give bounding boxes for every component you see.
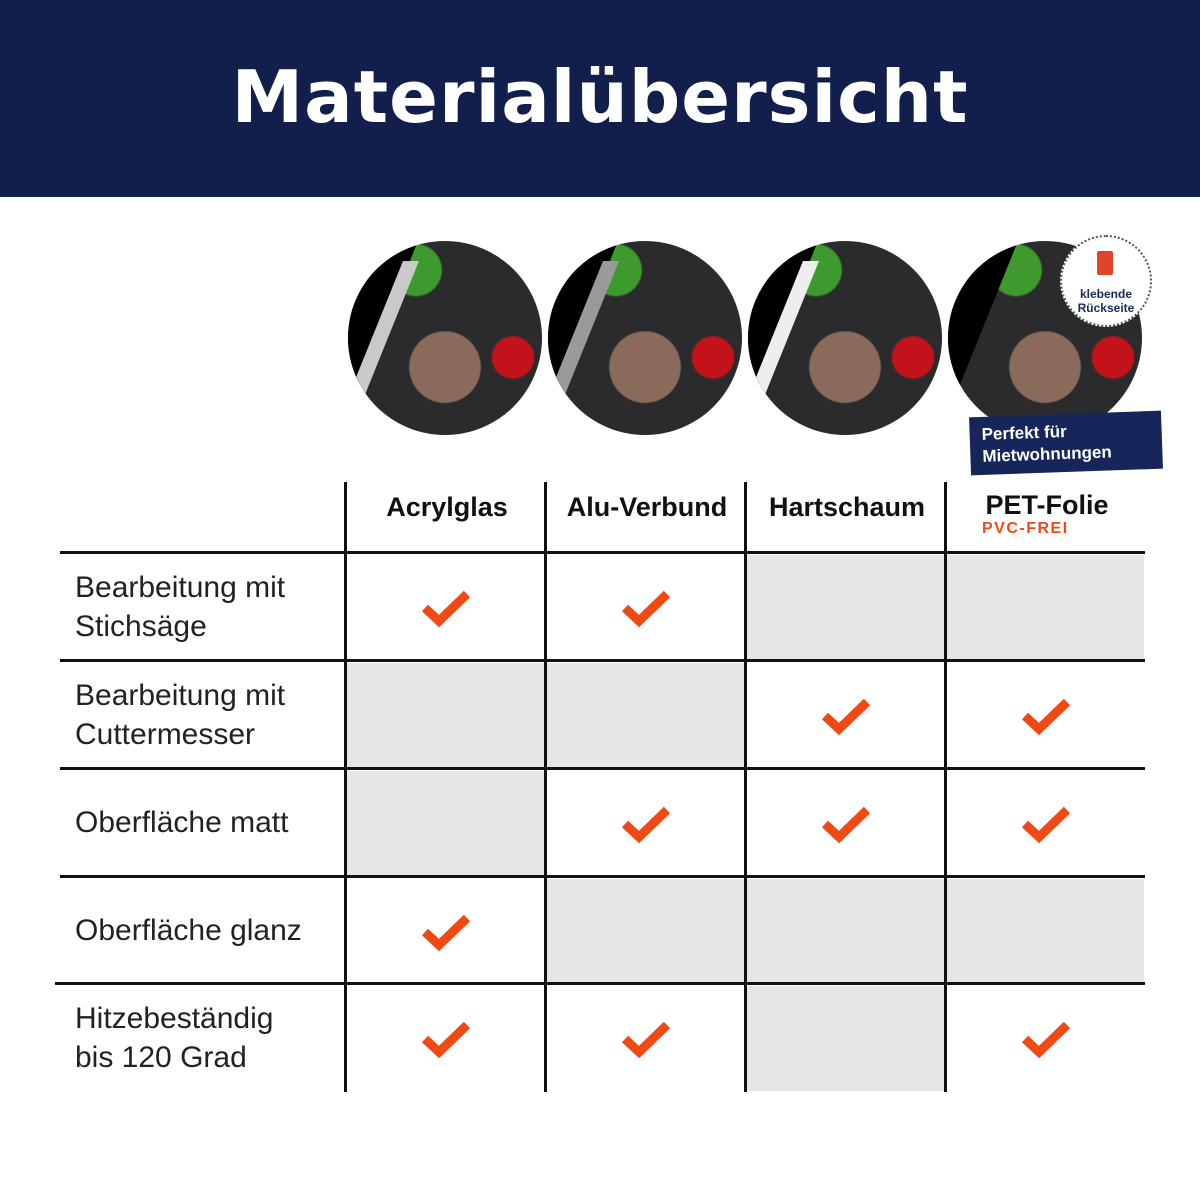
column-header: Acrylglas: [347, 482, 547, 523]
column-divider: [344, 482, 347, 1092]
check-cell: [747, 663, 944, 768]
column-label: Acrylglas: [386, 492, 508, 522]
check-icon: [621, 590, 670, 627]
check-cell: [347, 555, 544, 660]
banner-line2: Mietwohnungen: [982, 442, 1113, 466]
check-icon: [1021, 698, 1070, 735]
row-divider: [60, 659, 1145, 662]
check-icon: [421, 1021, 470, 1058]
column-header: PET-Folie PVC-FREI: [947, 482, 1147, 538]
row-label: Bearbeitung mit Stichsäge: [75, 554, 340, 659]
row-label-line1: Bearbeitung mit: [75, 678, 286, 712]
check-cell: [347, 986, 544, 1091]
empty-cell: [747, 986, 944, 1091]
badge-text-line1: klebende: [1079, 287, 1133, 301]
check-icon: [621, 806, 670, 843]
check-cell: [347, 879, 544, 984]
column-divider: [544, 482, 547, 1092]
check-cell: [547, 986, 744, 1091]
row-divider: [55, 982, 1145, 985]
column-label: Hartschaum: [768, 492, 926, 522]
column-sublabel: PVC-FREI: [982, 520, 1069, 537]
check-cell: [547, 555, 744, 660]
check-cell: [747, 771, 944, 876]
material-image-acrylglas: [348, 241, 542, 435]
empty-cell: [747, 555, 944, 660]
check-cell: [947, 986, 1144, 1091]
badge-text-line2: Rückseite: [1077, 301, 1135, 315]
check-icon: [821, 698, 870, 735]
check-icon: [421, 914, 470, 951]
adhesive-peel-icon: [1097, 251, 1113, 275]
row-label: Oberfläche glanz: [75, 878, 340, 983]
check-icon: [421, 590, 470, 627]
row-label-line1: Hitzebeständig: [75, 1001, 274, 1035]
empty-cell: [547, 663, 744, 768]
row-divider: [60, 551, 1145, 554]
row-divider: [60, 875, 1145, 878]
column-header: Alu-Verbund: [547, 482, 747, 523]
column-header: Hartschaum: [747, 482, 947, 523]
check-icon: [1021, 1021, 1070, 1058]
material-image-alu-verbund: [548, 241, 742, 435]
row-label-line2: bis 120 Grad: [75, 1040, 247, 1074]
column-label: Alu-Verbund: [566, 492, 728, 522]
row-label-line1: Oberfläche glanz: [75, 914, 302, 947]
check-cell: [947, 771, 1144, 876]
check-cell: [947, 663, 1144, 768]
empty-cell: [747, 879, 944, 984]
empty-cell: [347, 663, 544, 768]
row-label-line1: Oberfläche matt: [75, 806, 289, 839]
column-label: PET-Folie: [985, 490, 1109, 520]
check-icon: [1021, 806, 1070, 843]
rental-banner: Perfekt für Mietwohnungen: [969, 410, 1163, 476]
column-divider: [944, 482, 947, 1092]
empty-cell: [947, 555, 1144, 660]
column-divider: [744, 482, 747, 1092]
row-divider: [60, 767, 1145, 770]
check-icon: [621, 1021, 670, 1058]
page-title: Materialübersicht: [231, 54, 969, 139]
row-label: Bearbeitung mit Cuttermesser: [75, 662, 340, 767]
material-image-hartschaum: [748, 241, 942, 435]
header-bar: Materialübersicht: [0, 0, 1200, 197]
row-label-line2: Stichsäge: [75, 609, 207, 643]
row-label: Hitzebeständig bis 120 Grad: [75, 985, 340, 1090]
row-label-line1: Bearbeitung mit: [75, 570, 286, 604]
adhesive-back-badge: klebende Rückseite: [1060, 235, 1152, 327]
empty-cell: [547, 879, 744, 984]
empty-cell: [347, 771, 544, 876]
check-cell: [547, 771, 744, 876]
empty-cell: [947, 879, 1144, 984]
row-label: Oberfläche matt: [75, 770, 340, 875]
check-icon: [821, 806, 870, 843]
row-label-line2: Cuttermesser: [75, 717, 256, 751]
